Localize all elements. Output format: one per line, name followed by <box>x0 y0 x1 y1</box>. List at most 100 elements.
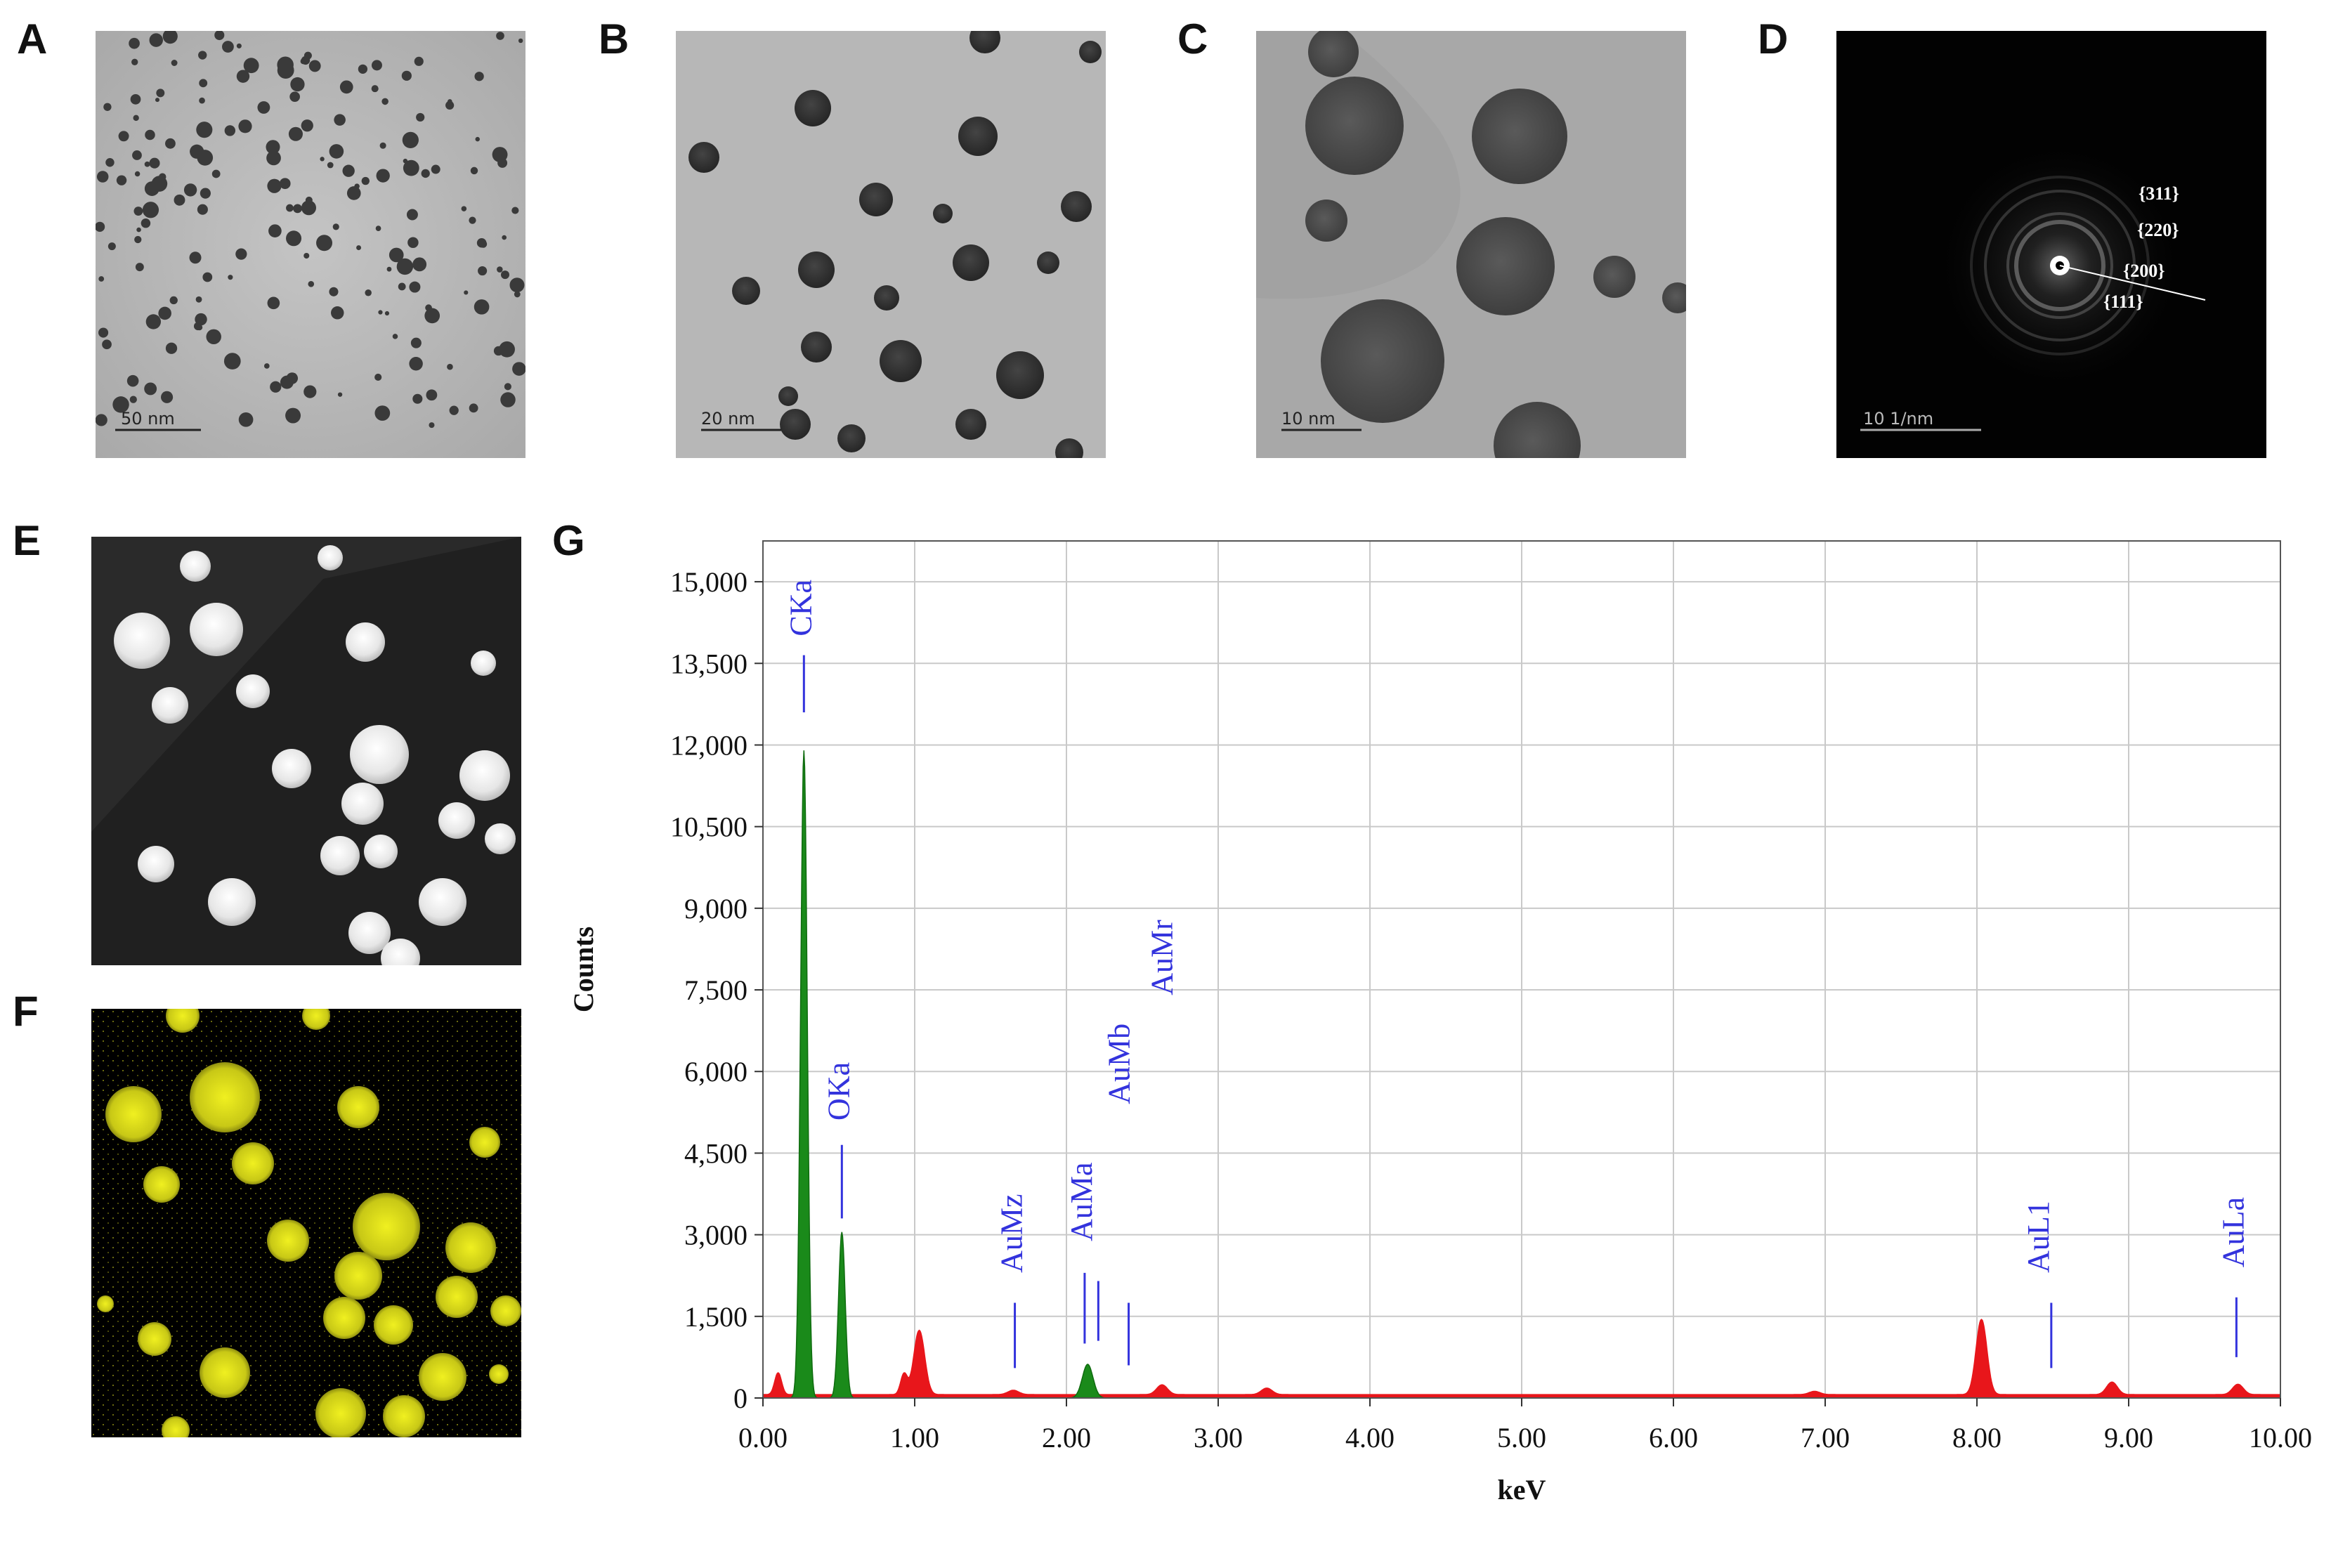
nanoparticle <box>98 276 105 282</box>
nanoparticle <box>475 136 480 142</box>
nanoparticle <box>268 224 282 237</box>
nanoparticles <box>96 31 525 429</box>
gold-signal-particle <box>353 1193 420 1260</box>
nanoparticle <box>145 129 155 141</box>
nanoparticle <box>162 31 178 44</box>
y-tick-label: 7,500 <box>684 974 747 1006</box>
nanoparticle <box>169 296 178 305</box>
nanoparticle <box>1308 31 1359 77</box>
nanoparticle <box>105 158 115 167</box>
nanoparticle <box>403 158 408 164</box>
nanoparticle <box>386 266 392 272</box>
nanoparticle <box>426 389 438 401</box>
nanoparticle <box>445 100 455 110</box>
element-markers: CKa OKa AuMz AuMa AuMb AuMr AuL1 AuLa <box>783 580 2250 1368</box>
panel-label-c: C <box>1177 15 1208 63</box>
nanoparticle <box>378 310 383 315</box>
nanoparticle <box>198 51 207 60</box>
nanoparticle <box>197 150 214 166</box>
nanoparticle <box>429 422 435 429</box>
nanoparticle <box>301 119 313 132</box>
nanoparticle <box>424 308 440 324</box>
nanoparticle <box>195 296 202 303</box>
nanoparticle <box>416 112 425 122</box>
nanoparticle <box>421 169 430 178</box>
nanoparticle <box>469 403 478 413</box>
nanoparticle <box>235 248 247 260</box>
nanoparticle <box>509 277 525 293</box>
nanoparticle <box>474 299 490 315</box>
nanoparticle <box>327 162 334 169</box>
nanoparticle <box>141 218 151 228</box>
nanoparticle <box>96 221 105 232</box>
x-tick-label: 2.00 <box>1042 1422 1091 1453</box>
nanoparticle <box>354 183 360 189</box>
nanoparticle <box>447 363 453 370</box>
nanoparticle <box>461 206 467 211</box>
gold-signal-particle <box>232 1142 274 1184</box>
gold-eds-map-f <box>91 1009 521 1437</box>
y-tick-label: 9,000 <box>684 893 747 925</box>
marker-label: AuMa <box>1064 1162 1099 1241</box>
nanoparticle <box>933 204 953 223</box>
nanoparticle <box>358 64 368 74</box>
nanoparticle <box>200 188 211 199</box>
nanoparticle <box>238 119 252 133</box>
nanoparticle <box>331 306 344 320</box>
nanoparticle <box>112 396 129 413</box>
nanoparticle <box>293 204 302 214</box>
nanoparticle <box>114 613 170 669</box>
gold-signal-particle <box>490 1295 521 1326</box>
nanoparticle <box>195 313 207 326</box>
nanoparticle <box>485 823 516 854</box>
nanoparticle <box>500 270 509 280</box>
nanoparticle <box>196 122 213 138</box>
gold-signal-particle <box>337 1086 379 1128</box>
nanoparticle <box>144 382 157 396</box>
nanoparticle <box>403 159 419 176</box>
scale-bar-label: 20 nm <box>701 409 755 429</box>
nanoparticle <box>356 245 362 251</box>
gold-signal-particle <box>315 1388 366 1437</box>
nanoparticle <box>263 363 270 369</box>
nanoparticle <box>222 41 234 53</box>
nanoparticle <box>320 836 360 875</box>
gold-signal-particle <box>105 1086 162 1142</box>
nanoparticle <box>402 131 419 148</box>
nanoparticle <box>376 169 390 183</box>
nanoparticle <box>346 622 385 662</box>
nanoparticle <box>392 334 398 339</box>
y-tick-label: 13,500 <box>670 648 747 679</box>
nanoparticle <box>206 329 221 345</box>
nanoparticle <box>341 783 384 825</box>
panel-label-f: F <box>13 988 39 1035</box>
y-tick-label: 3,000 <box>684 1220 747 1251</box>
nanoparticle <box>361 176 370 185</box>
nanoparticle <box>280 375 294 389</box>
nanoparticle <box>1593 256 1635 298</box>
gold-signal-particle <box>374 1305 413 1345</box>
background-spectrum-area <box>762 1319 2281 1399</box>
diffraction-ring <box>1984 190 2136 341</box>
nanoparticle <box>134 171 141 177</box>
nanoparticle <box>1494 402 1581 458</box>
diffraction-ring <box>2006 212 2113 319</box>
nanoparticle <box>478 266 488 276</box>
marker-label: AuMz <box>995 1194 1029 1272</box>
chart-grid <box>762 541 2281 1399</box>
nanoparticle <box>414 56 424 66</box>
nanoparticle <box>1456 217 1555 315</box>
nanoparticle <box>504 383 511 391</box>
ring-label-200: {200} <box>2123 261 2165 281</box>
nanoparticle <box>398 282 406 291</box>
y-axis-ticks: 0 1,500 3,000 4,500 6,000 7,500 9,000 10,500 12,… <box>670 566 763 1414</box>
nanoparticle <box>880 340 922 382</box>
gold-signal-particle <box>166 1009 200 1033</box>
nanoparticle <box>1037 251 1059 274</box>
nanoparticle <box>958 117 998 156</box>
nanoparticle <box>191 186 197 191</box>
nanoparticle <box>199 79 208 88</box>
nanoparticle <box>339 80 353 94</box>
nanoparticle <box>346 186 361 200</box>
nanoparticle <box>379 142 386 149</box>
